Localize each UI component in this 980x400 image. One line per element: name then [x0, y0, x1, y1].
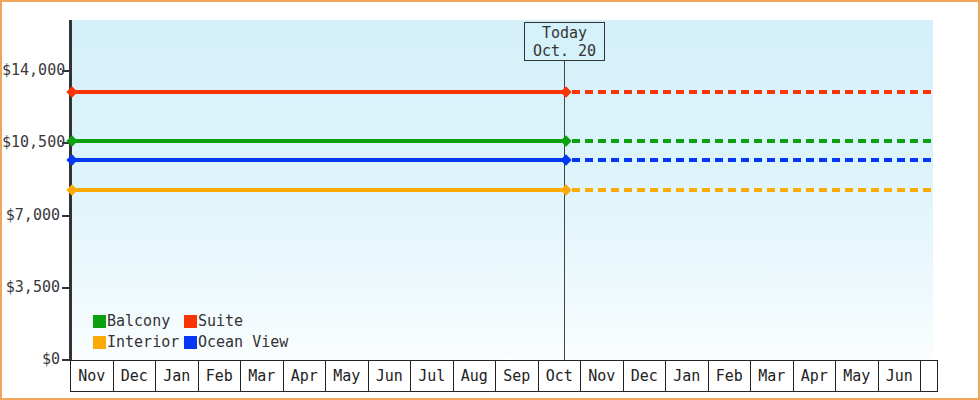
y-tick-mark [62, 287, 70, 289]
series-solid-interior [72, 188, 566, 192]
y-tick-label: $10,500 [2, 134, 60, 151]
legend-label: Balcony [107, 312, 170, 330]
month-cell: Mar [751, 361, 794, 391]
y-tick-label: $14,000 [2, 62, 60, 79]
y-tick-label: $7,000 [2, 207, 60, 224]
today-annotation-box: Today Oct. 20 [524, 22, 605, 61]
legend: Balcony Suite Interior Ocean View [93, 312, 288, 351]
legend-swatch-icon [93, 336, 106, 349]
today-date-label: Oct. 20 [533, 42, 596, 60]
today-vertical-line [564, 59, 565, 361]
month-cell: Jun [369, 361, 412, 391]
month-cell: Apr [284, 361, 327, 391]
legend-item-suite: Suite [184, 312, 288, 330]
legend-label: Interior [107, 333, 179, 351]
month-cell: Sep [496, 361, 539, 391]
month-cell: Nov [581, 361, 624, 391]
month-cell: Dec [114, 361, 157, 391]
month-cell: Nov [71, 361, 114, 391]
legend-swatch-icon [184, 336, 197, 349]
month-cell: Jan [156, 361, 199, 391]
month-cell: Feb [709, 361, 752, 391]
y-tick-label: $0 [2, 351, 60, 368]
month-cell: Jun [879, 361, 922, 391]
month-cell: May [326, 361, 369, 391]
series-solid-balcony [72, 139, 566, 143]
x-axis-month-row: NovDecJanFebMarAprMayJunJulAugSepOctNovD… [70, 360, 938, 392]
legend-item-balcony: Balcony [93, 312, 184, 330]
month-cell: Aug [454, 361, 497, 391]
series-dotted-ocean-view [572, 158, 933, 162]
legend-item-ocean-view: Ocean View [184, 333, 288, 351]
y-tick-mark [62, 215, 70, 217]
price-history-chart: $0 $3,500 $7,000 $10,500 $14,000 Today Oct. … [0, 0, 980, 400]
month-cell: Oct [539, 361, 582, 391]
series-solid-ocean-view [72, 158, 566, 162]
legend-item-interior: Interior [93, 333, 184, 351]
month-cell: Dec [624, 361, 667, 391]
y-tick-label: $3,500 [2, 279, 60, 296]
month-cell: Jul [411, 361, 454, 391]
month-cell: Mar [241, 361, 284, 391]
month-cell: Jan [666, 361, 709, 391]
series-solid-suite [72, 90, 566, 94]
legend-label: Suite [198, 312, 243, 330]
month-cell: Feb [199, 361, 242, 391]
y-tick-mark [62, 359, 70, 361]
month-cell: Apr [794, 361, 837, 391]
series-dotted-balcony [572, 139, 933, 143]
legend-swatch-icon [93, 315, 106, 328]
month-cell: May [836, 361, 879, 391]
series-dotted-interior [572, 188, 933, 192]
series-dotted-suite [572, 90, 933, 94]
today-label: Today [542, 24, 587, 42]
month-cell-partial [921, 361, 937, 391]
legend-swatch-icon [184, 315, 197, 328]
legend-label: Ocean View [198, 333, 288, 351]
